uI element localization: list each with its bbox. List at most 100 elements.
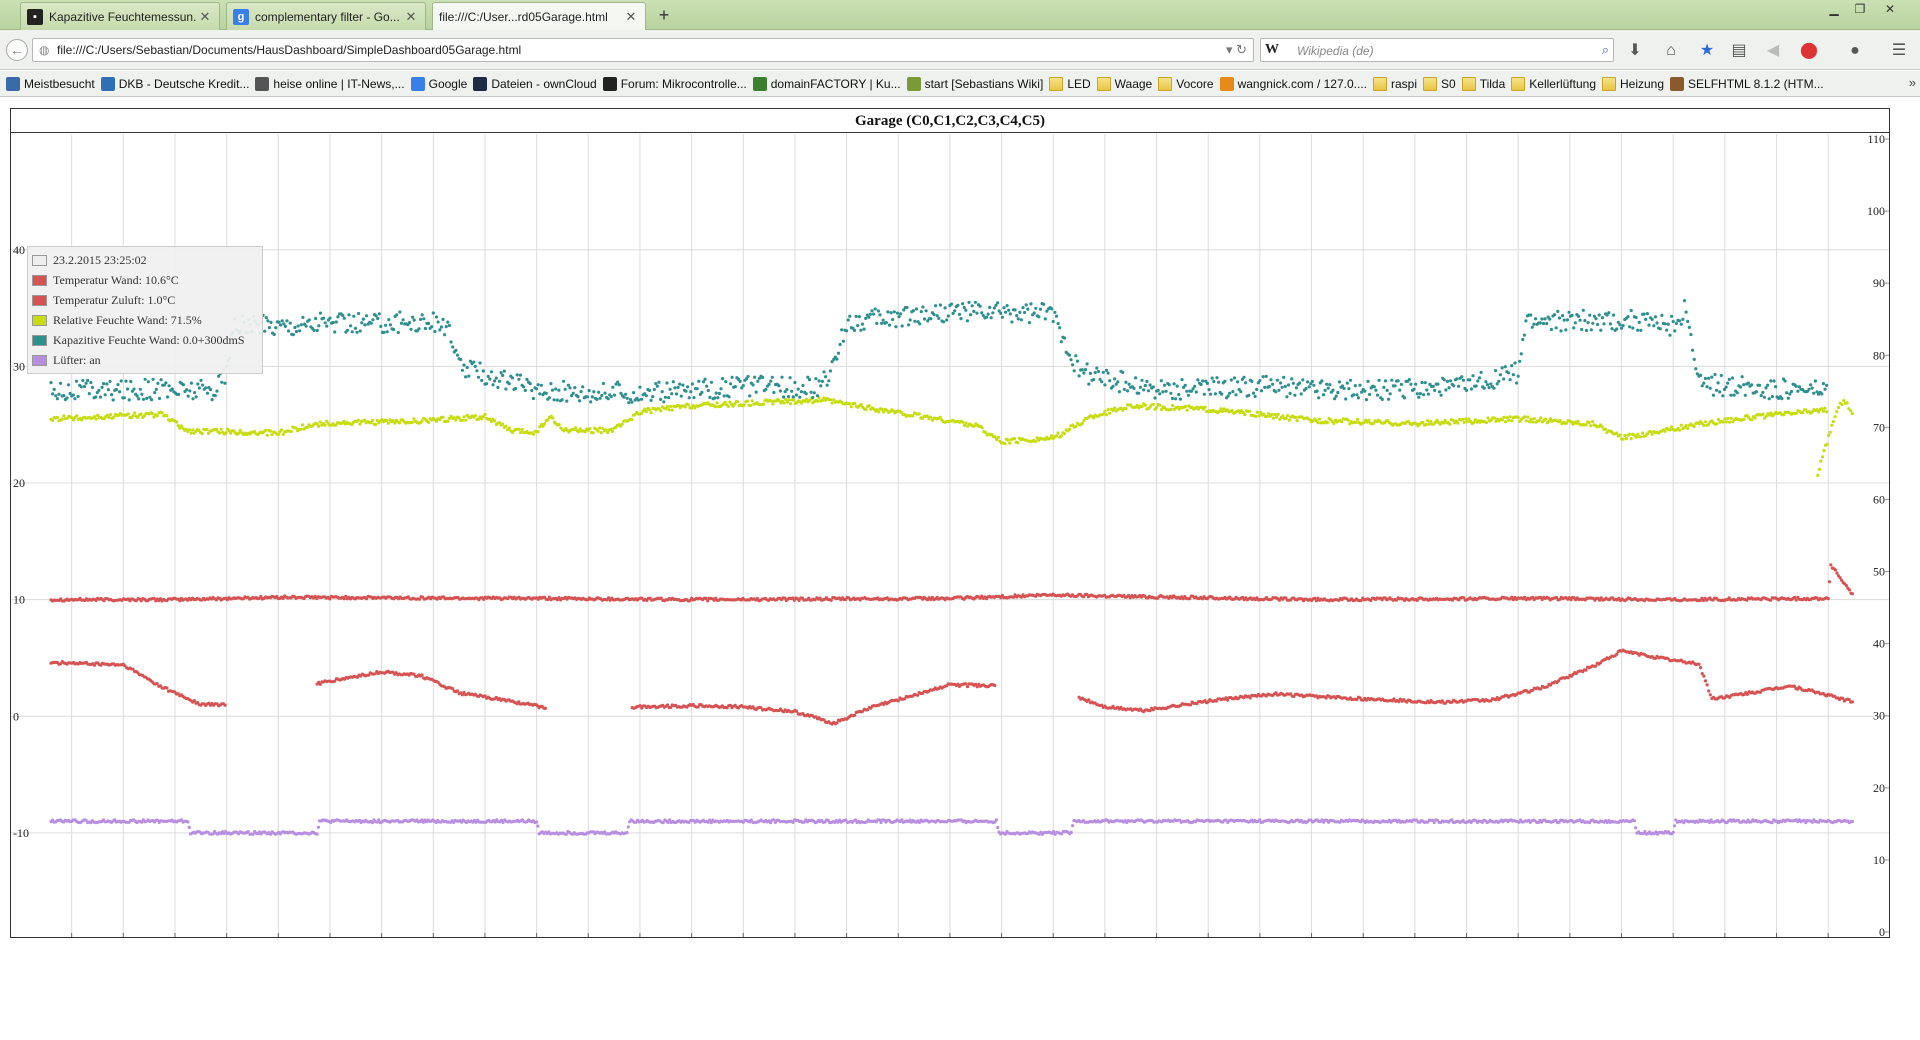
data-point bbox=[1295, 419, 1299, 423]
bookmark-item[interactable]: Kellerlüftung bbox=[1511, 71, 1596, 96]
data-point bbox=[1705, 683, 1709, 687]
bookmark-item[interactable]: Tilda bbox=[1461, 71, 1505, 96]
bookmark-item[interactable]: domainFACTORY | Ku... bbox=[752, 71, 901, 96]
data-point bbox=[1701, 598, 1706, 603]
data-point bbox=[601, 426, 605, 430]
bookmark-item[interactable]: Heizung bbox=[1602, 71, 1664, 96]
data-point bbox=[1698, 598, 1702, 602]
data-point bbox=[1829, 563, 1833, 567]
share-icon[interactable]: ◀ bbox=[1766, 42, 1780, 59]
bookmark-star-icon[interactable]: ★ bbox=[1699, 42, 1715, 59]
tab-kapazitive[interactable]: ▪ Kapazitive Feuchtemessun... ✕ bbox=[20, 2, 220, 30]
data-point bbox=[162, 383, 166, 387]
home-icon[interactable]: ⌂ bbox=[1666, 42, 1676, 59]
bookmark-item[interactable]: Waage bbox=[1096, 71, 1152, 96]
data-point bbox=[1080, 421, 1084, 425]
restore-icon[interactable]: ❐ bbox=[1854, 2, 1866, 16]
data-point bbox=[1298, 381, 1302, 385]
chat-icon[interactable]: ● bbox=[1850, 42, 1860, 59]
data-point bbox=[1414, 382, 1418, 386]
bookmark-item[interactable]: wangnick.com / 127.0.... bbox=[1219, 71, 1367, 96]
data-point bbox=[1569, 598, 1573, 602]
data-point bbox=[375, 419, 379, 423]
data-point bbox=[544, 391, 548, 395]
menu-icon[interactable]: ☰ bbox=[1891, 42, 1907, 59]
tab-complementary-filter[interactable]: g complementary filter - Go... ✕ bbox=[226, 2, 426, 30]
bookmark-item[interactable]: Meistbesucht bbox=[6, 71, 95, 96]
data-point bbox=[1484, 380, 1488, 384]
close-icon[interactable]: ✕ bbox=[199, 8, 211, 24]
bookmark-item[interactable]: LED bbox=[1049, 71, 1091, 96]
data-point bbox=[1121, 370, 1125, 374]
bookmark-item[interactable]: start [Sebastians Wiki] bbox=[906, 71, 1043, 96]
data-point bbox=[1304, 387, 1308, 391]
bookmark-item[interactable]: SELFHTML 8.1.2 (HTM... bbox=[1670, 71, 1824, 96]
data-point bbox=[1185, 408, 1189, 412]
y-left-tick-label: 0 bbox=[13, 709, 19, 723]
data-point bbox=[52, 387, 56, 391]
data-point bbox=[591, 431, 595, 435]
data-point bbox=[419, 317, 423, 321]
data-point bbox=[74, 379, 79, 383]
data-point bbox=[557, 388, 561, 392]
bookmark-item[interactable]: Vocore bbox=[1158, 71, 1214, 96]
url-input[interactable] bbox=[57, 41, 1207, 59]
window-close-icon[interactable]: ✕ bbox=[1884, 2, 1896, 16]
bookmark-item[interactable]: DKB - Deutsche Kredit... bbox=[100, 71, 249, 96]
search-bar[interactable]: W ⌕ bbox=[1260, 38, 1614, 62]
data-point bbox=[975, 685, 979, 689]
bookmarks-menu-icon[interactable]: ▤ bbox=[1731, 42, 1747, 59]
data-point bbox=[501, 820, 505, 825]
back-button[interactable]: ← bbox=[6, 39, 28, 61]
data-point bbox=[344, 594, 348, 598]
data-point bbox=[385, 330, 389, 334]
search-icon[interactable]: ⌕ bbox=[1601, 42, 1609, 57]
data-point bbox=[376, 316, 380, 321]
bookmark-item[interactable]: S0 bbox=[1423, 71, 1456, 96]
folder-icon bbox=[1511, 77, 1526, 91]
data-point bbox=[1634, 315, 1638, 320]
data-point bbox=[1584, 668, 1588, 672]
data-point bbox=[1323, 388, 1327, 392]
close-icon[interactable]: ✕ bbox=[405, 8, 417, 24]
wikipedia-icon[interactable]: W bbox=[1265, 42, 1279, 57]
data-point bbox=[690, 406, 694, 410]
new-tab-button[interactable]: + bbox=[658, 5, 670, 25]
data-point bbox=[701, 380, 706, 384]
close-icon[interactable]: ✕ bbox=[625, 9, 637, 24]
bookmark-item[interactable]: Dateien - ownCloud bbox=[473, 71, 597, 96]
data-point bbox=[1325, 382, 1329, 386]
data-point bbox=[692, 396, 696, 400]
bookmark-item[interactable]: Forum: Mikrocontrolle... bbox=[602, 71, 747, 96]
data-point bbox=[1716, 417, 1720, 422]
data-point bbox=[151, 377, 155, 381]
data-point bbox=[1786, 396, 1790, 400]
data-point bbox=[328, 316, 332, 320]
bookmark-label: wangnick.com / 127.0.... bbox=[1237, 77, 1367, 91]
bookmark-item[interactable]: raspi bbox=[1373, 71, 1417, 96]
downloads-icon[interactable]: ⬇ bbox=[1628, 42, 1642, 59]
tab-garage-dashboard[interactable]: file:///C:/User...rd05Garage.html ✕ bbox=[432, 2, 646, 31]
reload-icon[interactable]: ▾ ↻ bbox=[1225, 42, 1247, 57]
chevron-right-icon[interactable]: » bbox=[1908, 75, 1916, 90]
data-point bbox=[146, 380, 150, 384]
data-point bbox=[1692, 424, 1696, 429]
data-point bbox=[126, 387, 130, 391]
minimize-icon[interactable]: ▁ bbox=[1829, 2, 1839, 16]
bookmark-item[interactable]: Google bbox=[410, 71, 467, 96]
bookmark-label: heise online | IT-News,... bbox=[273, 77, 405, 91]
data-point bbox=[373, 672, 377, 676]
data-point bbox=[210, 398, 214, 402]
url-bar[interactable]: ◍ ▾ ↻ bbox=[32, 38, 1254, 62]
data-point bbox=[1742, 383, 1746, 387]
data-point bbox=[1572, 326, 1576, 330]
data-point bbox=[1437, 390, 1442, 394]
adblock-icon[interactable]: ⬤ bbox=[1800, 42, 1818, 59]
data-point bbox=[165, 686, 169, 690]
data-point bbox=[1117, 390, 1121, 394]
data-point bbox=[1248, 696, 1252, 700]
data-point bbox=[455, 689, 460, 693]
bookmark-item[interactable]: heise online | IT-News,... bbox=[255, 71, 405, 96]
search-input[interactable] bbox=[1297, 42, 1577, 60]
data-point bbox=[1124, 380, 1128, 384]
